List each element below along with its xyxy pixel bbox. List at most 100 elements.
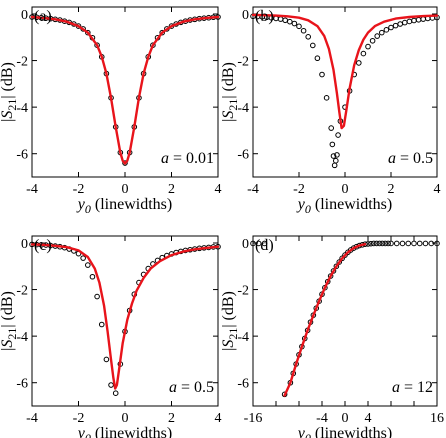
data-point — [291, 20, 298, 27]
data-point — [416, 240, 423, 247]
x-axis-label: y0 (linewidths) — [76, 425, 172, 438]
y-tick-label: -6 — [237, 148, 249, 163]
data-point — [250, 240, 256, 247]
data-point — [80, 255, 86, 261]
data-point — [339, 255, 345, 262]
x-tick-label: 0 — [122, 182, 129, 197]
data-point — [379, 240, 386, 247]
x-tick-label: 0 — [122, 411, 129, 426]
data-point — [369, 37, 376, 44]
data-point — [85, 29, 91, 36]
x-axis-label: y0 (linewidths) — [296, 196, 392, 216]
data-point — [255, 240, 262, 247]
y-tick-label: -6 — [237, 377, 249, 392]
data-point — [406, 18, 413, 25]
data-point — [112, 390, 119, 396]
x-tick-label: 16 — [430, 411, 444, 426]
data-point — [159, 29, 165, 36]
data-point — [296, 23, 302, 30]
y-axis-label: |S21| (dB) — [0, 62, 19, 122]
data-point — [287, 18, 293, 25]
x-tick-label: -4 — [316, 411, 328, 426]
x-tick-label: -4 — [26, 182, 38, 197]
x-tick-label: -2 — [73, 182, 85, 197]
y-tick-label: -4 — [16, 330, 28, 345]
x-tick-label: -2 — [293, 182, 305, 197]
data-point — [329, 141, 336, 148]
panel-label: (a) — [34, 8, 52, 25]
data-point — [94, 293, 100, 300]
data-point — [368, 240, 374, 247]
x-tick-label: 4 — [215, 411, 222, 426]
data-point — [399, 240, 406, 247]
fit-curve — [30, 243, 220, 390]
data-point — [373, 240, 380, 247]
data-point — [335, 132, 341, 138]
data-point — [356, 60, 362, 66]
data-point — [405, 240, 412, 247]
x-tick-label: -4 — [247, 182, 259, 197]
data-point — [261, 240, 268, 247]
data-point — [388, 24, 394, 31]
data-point — [330, 153, 337, 159]
data-point — [383, 27, 390, 33]
data-point — [370, 240, 377, 247]
panel-3: -4 -2 0 2 4 0 -2 -4 -6 (c) a = 0.5 y0 (linewidths) |… — [0, 235, 222, 438]
data-point — [392, 22, 399, 29]
data-point — [382, 240, 389, 247]
param-label: a = 0.5 — [388, 150, 433, 167]
y-axis-label: |S21| (dB) — [220, 291, 240, 351]
data-point — [393, 240, 400, 247]
fit-curve — [30, 15, 220, 165]
panel-label: (c) — [34, 237, 52, 254]
y-tick-label: -2 — [237, 55, 249, 70]
data-point — [333, 157, 339, 164]
data-point — [314, 55, 321, 62]
data-point — [402, 19, 408, 26]
data-point — [85, 262, 91, 268]
y-tick-label: -4 — [237, 101, 249, 116]
y-tick-label: -2 — [237, 284, 249, 299]
data-point — [319, 71, 325, 78]
y-tick-label: 0 — [21, 8, 28, 23]
y-tick-label: -4 — [237, 330, 249, 345]
data-point — [300, 27, 307, 34]
data-point — [305, 34, 312, 40]
x-tick-label: -4 — [26, 411, 38, 426]
x-axis-label: y0 (linewidths) — [296, 425, 392, 438]
panel-1: -4 -2 0 2 4 0 -2 -4 -6 (a) a = 0.01 y0 (linewidths)… — [0, 6, 222, 216]
data-point — [411, 240, 417, 247]
fit-curve — [251, 13, 439, 130]
fit-curve — [283, 243, 367, 397]
data-point — [98, 321, 105, 328]
x-tick-label: 2 — [168, 411, 175, 426]
y-axis-label: |S21| (dB) — [0, 291, 19, 351]
y-tick-label: 0 — [242, 8, 249, 23]
y-tick-label: -2 — [16, 55, 28, 70]
data-point — [277, 16, 284, 22]
x-tick-label: 0 — [342, 182, 349, 197]
data-point — [411, 17, 417, 24]
data-point — [334, 152, 340, 158]
data-point — [282, 17, 289, 24]
data-point — [323, 95, 330, 101]
data-point — [360, 50, 367, 57]
param-label: a = 0.01 — [161, 150, 214, 167]
panel-4: -16 -4 0 4 16 0 -2 -4 -6 (d) a = 12 y0 (linewidths)… — [220, 235, 444, 438]
panel-2: -4 -2 0 2 4 0 -2 -4 -6 (b) a = 0.5 y0 (linewidths) |… — [220, 6, 441, 216]
y-tick-label: 0 — [242, 237, 249, 252]
y-tick-label: -6 — [16, 377, 28, 392]
data-point — [122, 160, 128, 166]
x-tick-label: 4 — [434, 182, 441, 197]
data-point — [374, 33, 381, 39]
x-tick-label: 4 — [215, 182, 222, 197]
data-point — [388, 240, 394, 247]
y-tick-label: -4 — [16, 101, 28, 116]
y-tick-label: 0 — [21, 237, 28, 252]
x-tick-label: 2 — [168, 182, 175, 197]
data-point — [415, 17, 422, 23]
data-point — [89, 273, 96, 280]
data-point — [328, 125, 335, 131]
data-point — [422, 240, 429, 247]
